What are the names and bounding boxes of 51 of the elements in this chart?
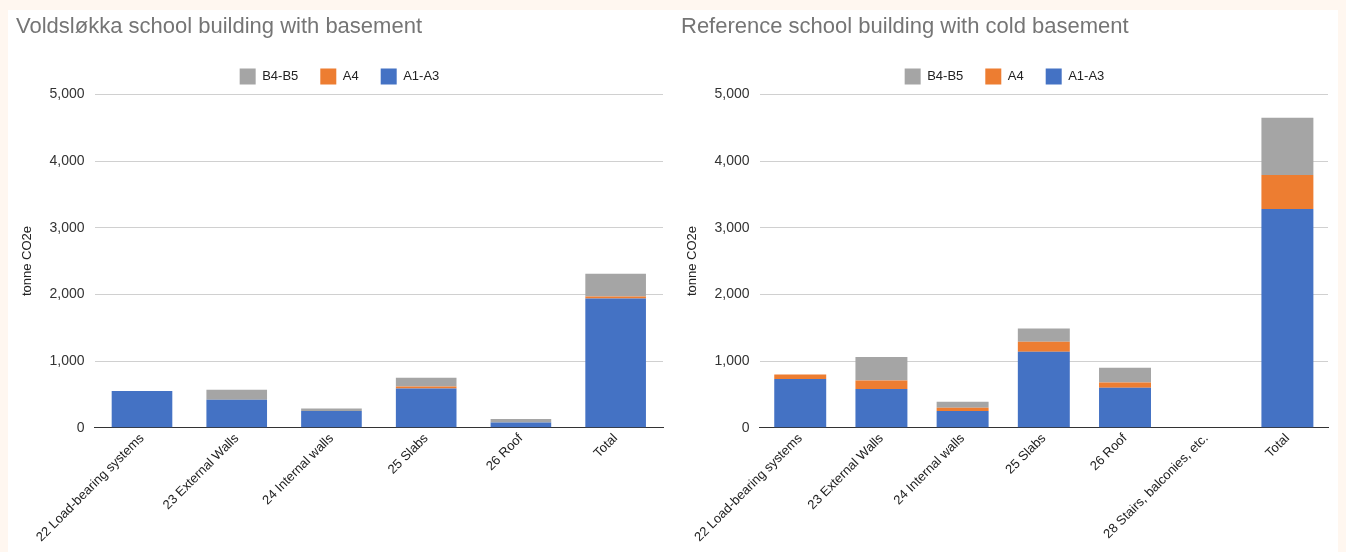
y-tick-label: 4,000 xyxy=(49,151,85,168)
y-tick-label: 4,000 xyxy=(714,151,750,168)
y-tick-label: 3,000 xyxy=(49,218,85,235)
y-axis-title: tonne CO2e xyxy=(684,226,700,297)
bar xyxy=(206,389,268,400)
y-tick-label: 1,000 xyxy=(714,351,750,368)
bar xyxy=(1099,382,1151,388)
bar xyxy=(395,386,457,389)
bar xyxy=(490,422,552,428)
bar xyxy=(1099,367,1151,383)
bar xyxy=(395,377,457,387)
chart-title: Reference school building with cold basement xyxy=(681,13,1129,39)
bar xyxy=(855,380,908,390)
bar xyxy=(111,391,173,428)
y-tick-label: 2,000 xyxy=(49,285,85,302)
bar xyxy=(774,379,827,428)
y-tick-label: 5,000 xyxy=(49,85,85,102)
bar xyxy=(206,399,268,428)
y-axis-title: tonne CO2e xyxy=(19,226,35,297)
y-tick-label: 5,000 xyxy=(714,85,750,102)
bar xyxy=(1017,341,1070,352)
y-tick-label: 2,000 xyxy=(714,285,750,302)
bar xyxy=(936,411,989,428)
bar xyxy=(1261,117,1314,176)
legend-label: A1-A3 xyxy=(403,67,440,83)
legend-label: A4 xyxy=(342,67,359,83)
bar xyxy=(1261,209,1314,428)
bar xyxy=(585,296,646,299)
bar xyxy=(936,401,989,408)
y-tick-label: 0 xyxy=(741,418,750,435)
bar xyxy=(301,411,362,428)
legend-label: B4-B5 xyxy=(262,67,299,83)
bar xyxy=(301,408,362,412)
bar xyxy=(585,273,646,297)
y-tick-label: 3,000 xyxy=(714,218,750,235)
bar xyxy=(585,298,646,428)
bar xyxy=(855,357,908,381)
bar xyxy=(1017,351,1070,428)
chart-title: Voldsløkka school building with basement xyxy=(16,13,423,39)
bar xyxy=(395,388,457,428)
y-tick-label: 0 xyxy=(76,418,85,435)
bar xyxy=(1261,175,1314,210)
bar xyxy=(855,389,908,428)
legend-label: A4 xyxy=(1007,67,1024,83)
bar xyxy=(774,374,827,380)
bar xyxy=(1099,387,1151,428)
legend-label: B4-B5 xyxy=(927,67,964,83)
bar xyxy=(936,407,989,412)
legend-label: A1-A3 xyxy=(1068,67,1105,83)
bar xyxy=(1017,328,1070,342)
y-tick-label: 1,000 xyxy=(49,351,85,368)
